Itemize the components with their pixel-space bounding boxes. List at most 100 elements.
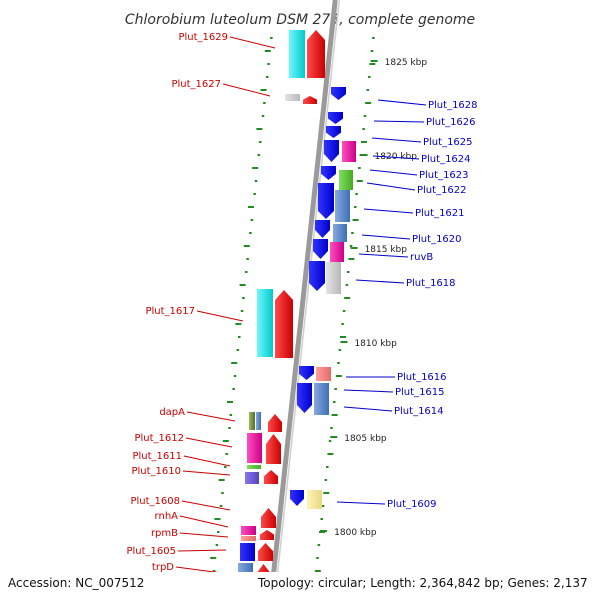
tick-mark: [370, 60, 378, 62]
guide-dot: [249, 232, 252, 234]
guide-dot: [367, 76, 371, 78]
guide-dot: [331, 414, 338, 416]
gene-label-reverse: Plut_1628: [428, 100, 478, 111]
gene-arrow-red: [258, 543, 273, 561]
guide-dot: [254, 180, 258, 182]
guide-dot: [351, 232, 354, 234]
gene-arrow-red: [261, 508, 276, 528]
guide-dot: [265, 76, 269, 78]
label-leader-line: [369, 169, 418, 176]
guide-dot: [217, 531, 220, 533]
tick-mark: [320, 530, 328, 532]
gene-label-reverse: Plut_1618: [406, 278, 456, 289]
guide-dot: [366, 89, 370, 91]
gene-arrow-blue: [299, 366, 314, 380]
guide-dot: [316, 557, 319, 559]
guide-dot: [214, 518, 221, 520]
footer-backdrop: [0, 572, 600, 600]
tick-mark: [360, 154, 368, 156]
guide-dot: [356, 180, 363, 182]
guide-dot: [355, 193, 358, 195]
guide-dot: [348, 258, 355, 260]
gene-label-reverse: Plut_1626: [426, 117, 476, 128]
gene-arrow-blue: [297, 383, 312, 413]
gene-label-reverse: Plut_1615: [395, 387, 445, 398]
guide-dot: [334, 388, 337, 390]
label-leader-line: [181, 500, 231, 511]
label-leader-line: [373, 120, 425, 123]
gene-block-olive: [249, 412, 255, 430]
guide-dot: [240, 310, 244, 312]
guide-dot: [365, 102, 372, 104]
label-leader-line: [229, 36, 276, 49]
guide-dot: [232, 388, 235, 390]
guide-dot: [333, 401, 336, 403]
gene-block-yellow: [307, 490, 322, 509]
guide-dot: [237, 336, 241, 338]
genome-summary-text: Topology: circular; Length: 2,364,842 bp…: [257, 576, 588, 590]
guide-dot: [372, 37, 375, 39]
gene-label-reverse: Plut_1620: [412, 234, 462, 245]
label-leader-line: [179, 532, 229, 538]
tick-label: 1815 kbp: [365, 245, 408, 255]
gene-features: [238, 30, 356, 600]
guide-dot: [363, 115, 367, 117]
gene-block-green: [247, 465, 261, 469]
gene-arrow-red: [303, 96, 317, 104]
gene-arrow-red: [275, 290, 293, 358]
guide-dot: [360, 141, 367, 143]
gene-label-forward: trpD: [152, 562, 174, 573]
guide-dot: [233, 375, 237, 377]
label-leader-line: [366, 182, 416, 191]
gene-arrow-blue: [309, 261, 325, 291]
gene-arrow-red: [266, 434, 281, 464]
label-leader-line: [363, 208, 414, 214]
guide-dot: [256, 128, 263, 130]
guide-dot: [341, 323, 344, 325]
backbone-line: [268, 0, 338, 600]
guide-dot: [242, 297, 245, 299]
gene-block-salmon: [241, 536, 256, 541]
label-leader-line: [179, 515, 229, 528]
guide-dot: [246, 258, 249, 260]
gene-block-pink: [330, 242, 344, 262]
guide-dot: [338, 349, 342, 351]
gene-block-blue: [240, 543, 255, 561]
gene-label-reverse: Plut_1623: [419, 170, 469, 181]
gene-label-forward: Plut_1610: [131, 466, 181, 477]
guide-dot: [314, 570, 321, 572]
guide-dot: [326, 466, 329, 468]
guide-dot: [260, 89, 267, 91]
guide-dot: [250, 219, 254, 221]
gene-arrow-blue: [315, 220, 330, 238]
gene-block-pink: [241, 526, 256, 535]
gene-arrow-blue: [318, 183, 334, 219]
guide-dot: [228, 427, 231, 429]
label-leader-line: [372, 155, 420, 160]
gene-arrow-red: [264, 470, 278, 484]
gene-label-forward: Plut_1617: [145, 306, 195, 317]
label-leader-line: [182, 470, 231, 476]
guide-dot: [243, 245, 250, 247]
guide-dot: [339, 336, 346, 338]
gene-block-pink: [247, 433, 262, 463]
label-leader-line: [196, 310, 244, 322]
gene-block-purple: [245, 472, 259, 484]
guide-dot: [227, 401, 234, 403]
guide-dot: [210, 557, 217, 559]
guide-dot: [324, 479, 328, 481]
guide-dot: [219, 505, 223, 507]
gene-label-forward: rnhA: [155, 511, 179, 522]
guide-dot: [244, 271, 248, 273]
guide-dot: [225, 453, 228, 455]
gene-block-gray: [285, 94, 300, 101]
label-leader-line: [343, 389, 394, 393]
guide-dot: [358, 167, 361, 169]
gene-label-reverse: ruvB: [410, 252, 433, 263]
gene-arrow-red: [268, 414, 282, 432]
guide-dot: [239, 284, 246, 286]
gene-block-cyan: [289, 30, 305, 78]
gene-label-forward: Plut_1627: [171, 79, 221, 90]
forward-gene-labels: Plut_1629 Plut_1627 Plut_1617 dapA Plut_1612…: [126, 32, 276, 574]
gene-label-forward: dapA: [159, 407, 185, 418]
